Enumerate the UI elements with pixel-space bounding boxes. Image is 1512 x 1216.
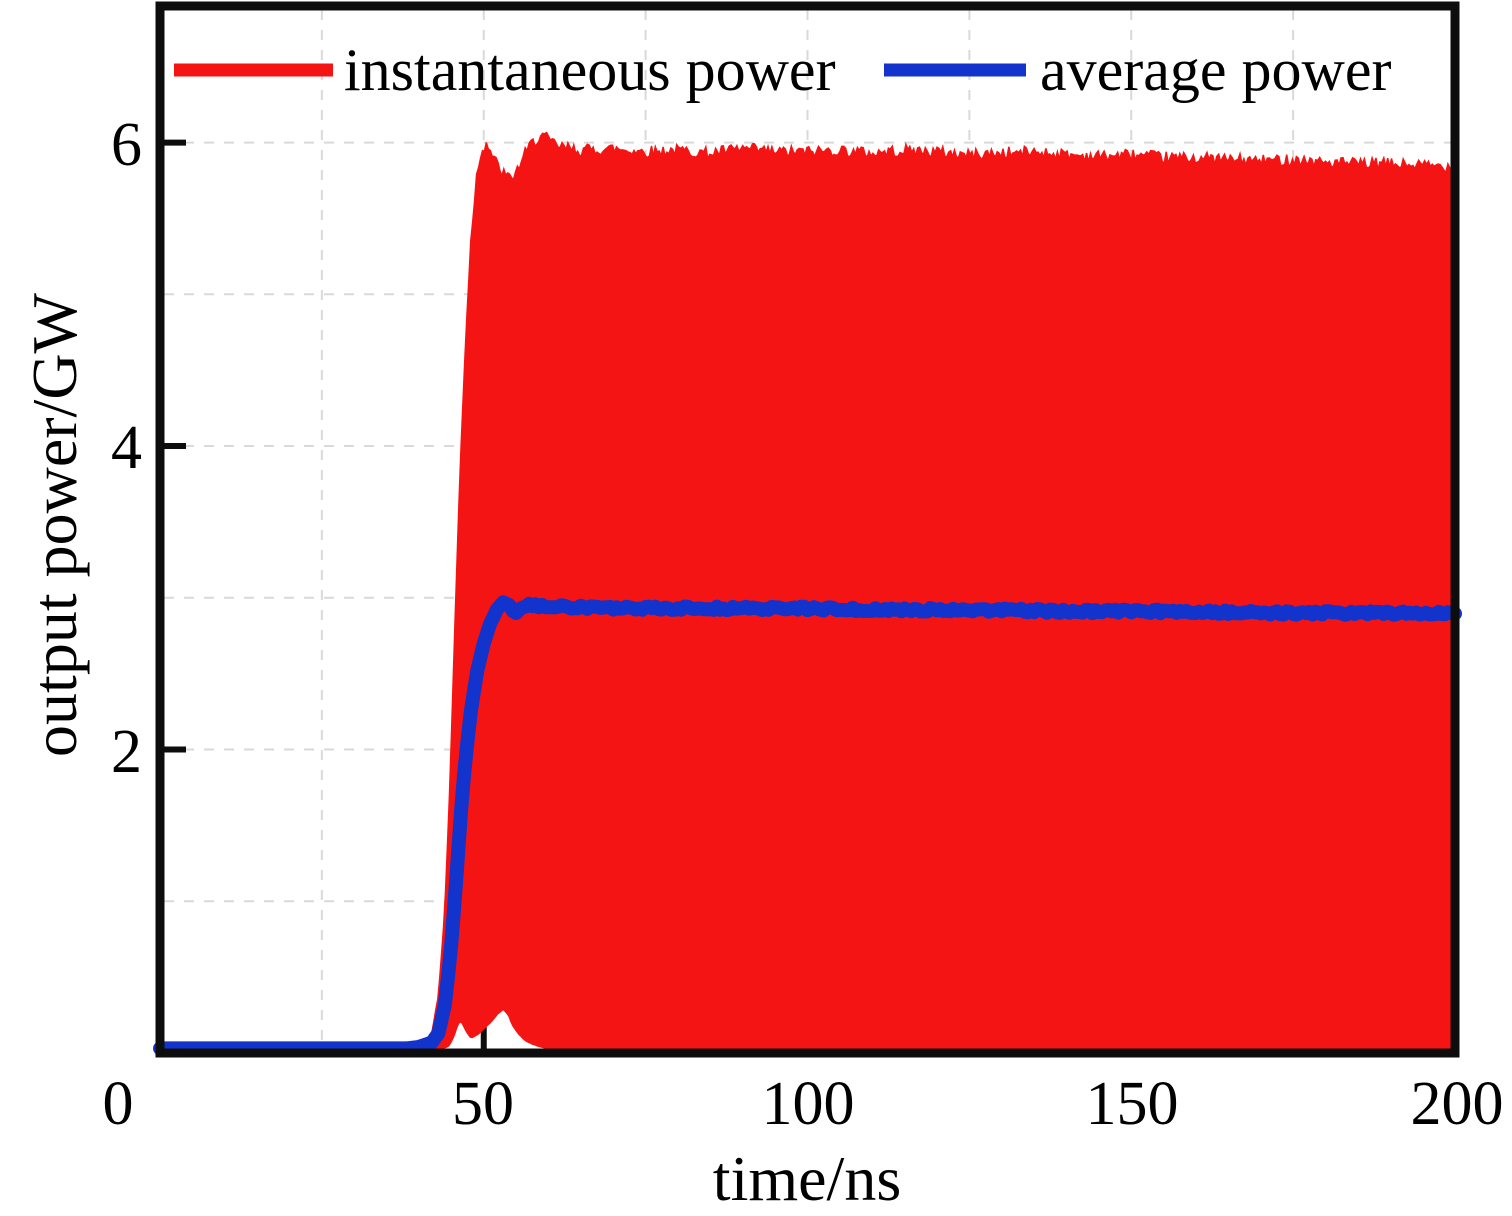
y-axis-label: output power/GW xyxy=(19,292,90,757)
x-tick-label-150: 150 xyxy=(1086,1070,1179,1138)
y-tick-label-2: 2 xyxy=(111,718,142,786)
x-axis-label: time/ns xyxy=(713,1143,901,1214)
legend-label-instantaneous: instantaneous power xyxy=(344,37,836,103)
legend: instantaneous power average power xyxy=(174,37,1391,103)
average-power-line xyxy=(153,595,1462,1056)
y-tick-label-4: 4 xyxy=(111,414,142,482)
x-tick-label-200: 200 xyxy=(1411,1070,1504,1138)
y-axis-ticks xyxy=(162,139,186,753)
x-tick-label-100: 100 xyxy=(762,1070,855,1138)
y-tick-label-6: 6 xyxy=(111,111,142,179)
plot-frame xyxy=(155,1,1460,1058)
x-tick-label-50: 50 xyxy=(452,1070,514,1138)
legend-label-average: average power xyxy=(1040,37,1391,103)
x-tick-label-0: 0 xyxy=(103,1070,134,1138)
series-average-power xyxy=(153,595,1462,1056)
